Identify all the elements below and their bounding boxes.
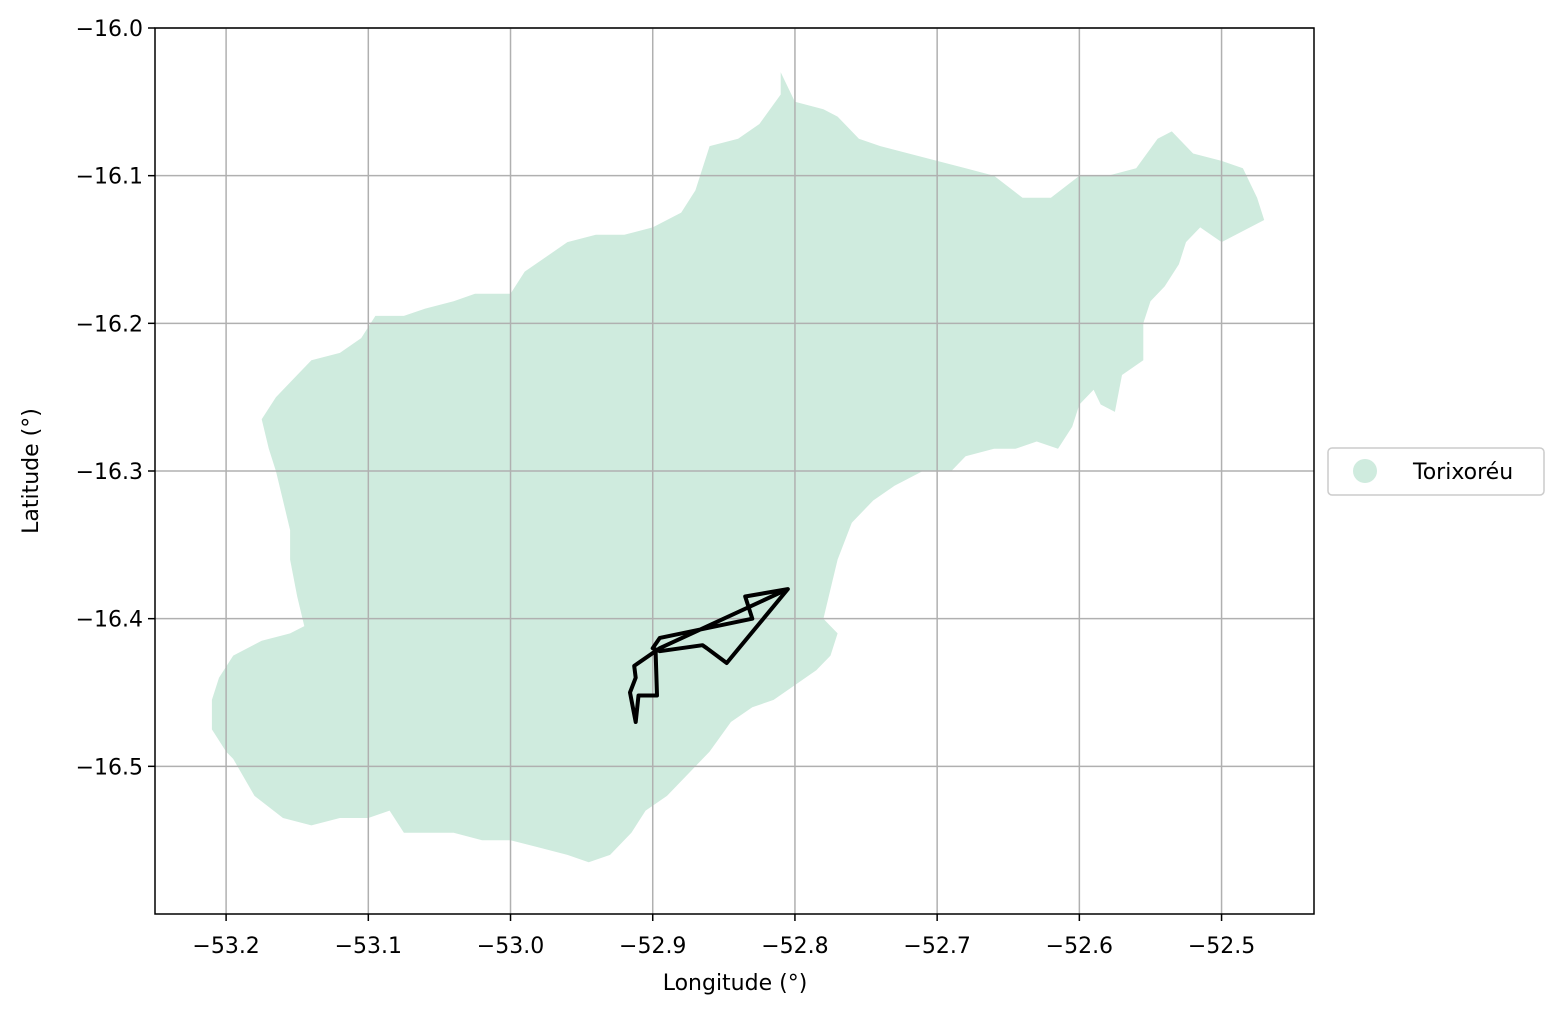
y-tick-label: −16.0 [76, 17, 143, 42]
x-tick-label: −52.5 [1188, 934, 1255, 959]
region-polygon-torixoreu [211, 72, 1265, 863]
legend-marker-torixoreu [1353, 459, 1377, 483]
x-tick-label: −52.9 [619, 934, 686, 959]
grid-lines [155, 27, 1314, 914]
route-polyline [628, 587, 790, 724]
x-axis-ticks: −53.2 −53.1 −53.0 −52.9 −52.8 −52.7 −52.6 −52.5 [192, 914, 1255, 959]
y-tick-label: −16.3 [76, 460, 143, 485]
y-axis-label: Latitude (°) [19, 408, 44, 534]
x-tick-label: −53.1 [335, 934, 402, 959]
x-tick-label: −52.7 [903, 934, 970, 959]
y-tick-label: −16.4 [76, 608, 143, 633]
y-tick-label: −16.2 [76, 312, 143, 337]
x-tick-label: −52.6 [1046, 934, 1113, 959]
legend-label-torixoreu: Torixoréu [1412, 460, 1513, 485]
x-tick-label: −53.0 [477, 934, 544, 959]
x-axis-label: Longitude (°) [663, 971, 808, 996]
y-tick-label: −16.1 [76, 165, 143, 190]
y-tick-label: −16.5 [76, 755, 143, 780]
legend: Torixoréu [1327, 447, 1545, 496]
x-tick-label: −52.8 [761, 934, 828, 959]
route-layer [628, 587, 790, 724]
region-layer [211, 72, 1265, 863]
y-axis-ticks: −16.0 −16.1 −16.2 −16.3 −16.4 −16.5 [76, 17, 155, 780]
legend-box [1327, 447, 1545, 496]
x-tick-label: −53.2 [192, 934, 259, 959]
